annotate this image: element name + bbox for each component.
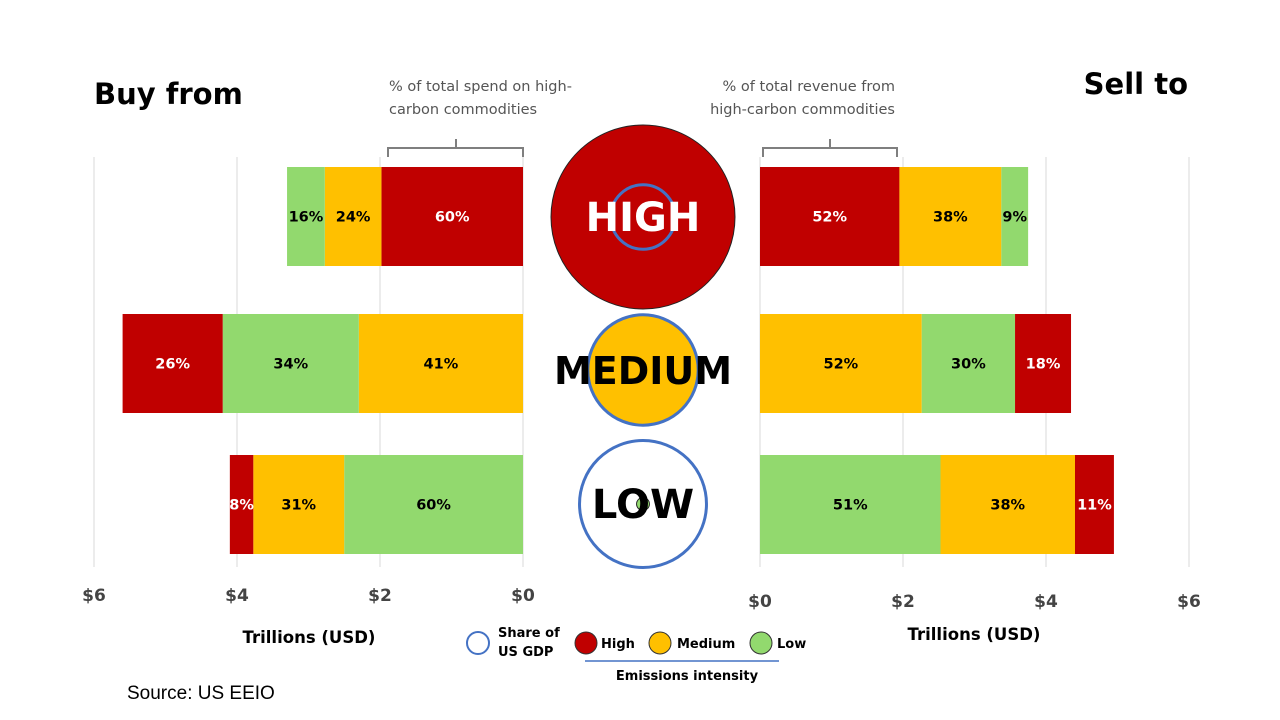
left-bar-label: 26% (155, 357, 190, 373)
medium-gdp-share-ring (586, 313, 700, 427)
right-bar-label: 30% (951, 357, 986, 373)
category-label-high: HIGH (586, 195, 701, 241)
right-bar-label: 52% (812, 210, 847, 226)
right-bar-medium-low (921, 314, 1016, 413)
left-bar-label: 34% (273, 357, 308, 373)
category-label-low: LOW (592, 482, 694, 528)
left-bar-label: 41% (424, 357, 459, 373)
right-bar-label: 9% (1002, 210, 1027, 226)
right-tick-label: $4 (1034, 592, 1058, 612)
right-bar-low-high (1074, 455, 1114, 554)
left-note-line-2: carbon commodities (389, 102, 537, 118)
legend-high-label: High (601, 637, 635, 652)
right-tick-label: $0 (748, 592, 772, 612)
right-bar-label: 11% (1077, 498, 1112, 514)
right-tick-label: $2 (891, 592, 915, 612)
category-label-medium: MEDIUM (554, 349, 732, 393)
right-bar-medium-high (1015, 314, 1072, 413)
left-bar-high-high (381, 167, 523, 266)
left-bar-medium-low (222, 314, 359, 413)
right-bar-high-low (1001, 167, 1029, 266)
legend-low-label: Low (777, 637, 806, 652)
right-bar-low-medium (940, 455, 1075, 554)
left-bar-low-medium (253, 455, 345, 554)
left-bar-label: 24% (336, 210, 371, 226)
right-tick-label: $6 (1177, 592, 1201, 612)
center-circles: HIGH MEDIUM LOW (550, 124, 736, 569)
left-bar-label: 60% (435, 210, 470, 226)
right-bar-label: 38% (933, 210, 968, 226)
right-bar-label: 51% (833, 498, 868, 514)
right-bar-high-high (760, 167, 900, 266)
legend-medium-swatch (648, 631, 672, 655)
left-bar-medium-medium (358, 314, 523, 413)
left-bar-high-medium (324, 167, 382, 266)
left-bracket (387, 139, 524, 157)
low-emissions-circle (636, 497, 650, 511)
left-bars: 60% 24% 16% 41% 34% 26% 60% 31% 8% (122, 167, 523, 554)
left-bar-label: 31% (281, 498, 316, 514)
right-axis-title: Trillions (USD) (908, 625, 1041, 644)
right-bar-low-low (760, 455, 941, 554)
right-bar-label: 38% (990, 498, 1025, 514)
left-bar-medium-high (122, 314, 223, 413)
left-tick-label: $4 (225, 586, 249, 606)
left-bar-high-low (287, 167, 325, 266)
right-panel-title: Sell to (1084, 67, 1188, 101)
legend-high-swatch (574, 631, 598, 655)
right-note-line-1: % of total revenue from (723, 79, 895, 95)
axis-ticks: $6 $4 $2 $0 $0 $2 $4 $6 (82, 586, 1201, 612)
left-note-line-1: % of total spend on high- (389, 79, 572, 95)
left-axis-title: Trillions (USD) (243, 628, 376, 647)
right-note-line-2: high-carbon commodities (710, 102, 895, 118)
right-bar-label: 52% (824, 357, 859, 373)
high-gdp-share-ring (609, 183, 677, 251)
right-bars: 52% 38% 9% 52% 30% 18% 51% 38% 11% (760, 167, 1114, 554)
legend-gdp-line-2: US GDP (498, 645, 553, 660)
legend: Share of US GDP High Medium Low Emission… (466, 626, 806, 684)
source-note: Source: US EEIO (127, 683, 275, 704)
legend-low-swatch (749, 631, 773, 655)
low-gdp-share-ring (578, 439, 708, 569)
left-bar-label: 60% (416, 498, 451, 514)
legend-gdp-line-1: Share of (498, 626, 560, 641)
legend-gdp-ring (466, 631, 490, 655)
right-bar-medium-medium (760, 314, 922, 413)
left-bar-low-low (344, 455, 523, 554)
right-bracket-note: % of total revenue from high-carbon comm… (710, 79, 898, 157)
left-bracket-note: % of total spend on high- carbon commodi… (387, 79, 572, 157)
left-bar-label: 8% (229, 498, 254, 514)
left-bar-low-high (229, 455, 254, 554)
left-panel-title: Buy from (94, 77, 243, 111)
right-bar-high-medium (899, 167, 1002, 266)
legend-group-label: Emissions intensity (616, 669, 759, 684)
right-bracket (762, 139, 898, 157)
legend-medium-label: Medium (677, 637, 735, 652)
left-tick-label: $0 (511, 586, 535, 606)
left-tick-label: $6 (82, 586, 106, 606)
left-bar-label: 16% (289, 210, 324, 226)
high-emissions-circle (550, 124, 736, 310)
right-bar-label: 18% (1026, 357, 1061, 373)
left-tick-label: $2 (368, 586, 392, 606)
